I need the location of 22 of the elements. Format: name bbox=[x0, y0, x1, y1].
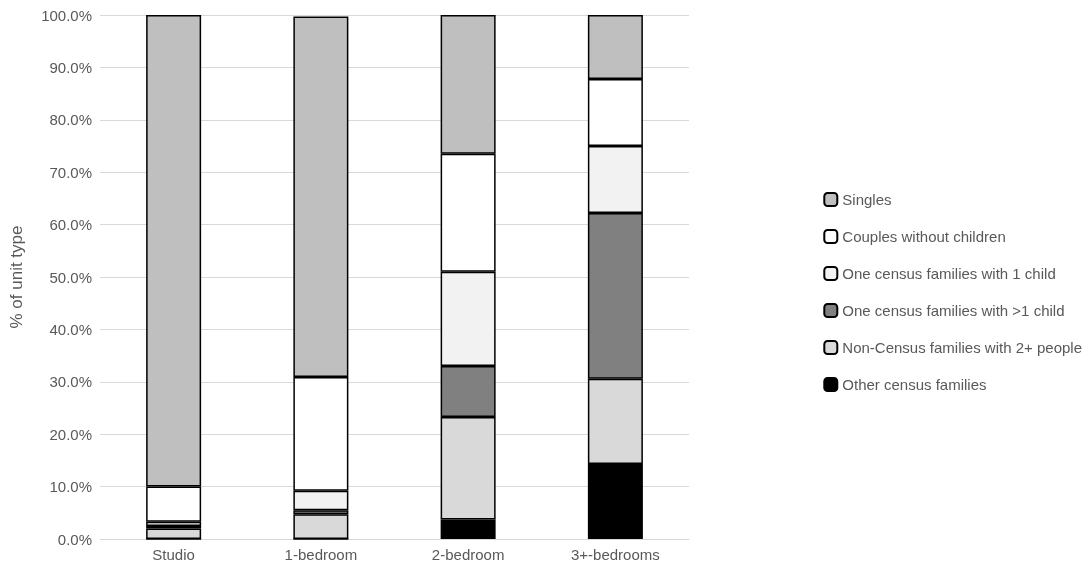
y-axis-title: % of unit type bbox=[7, 225, 26, 329]
legend-label: Singles bbox=[842, 191, 892, 208]
y-tick-label: 30.0% bbox=[49, 373, 92, 391]
y-tick-label: 10.0% bbox=[49, 478, 92, 496]
legend-label: One census families with 1 child bbox=[842, 265, 1056, 282]
y-tick-label: 100.0% bbox=[41, 6, 92, 24]
legend-label: One census families with >1 child bbox=[842, 302, 1065, 319]
y-tick-label: 0.0% bbox=[57, 530, 92, 548]
y-tick-label: 50.0% bbox=[49, 268, 92, 286]
x-tick-label: Studio bbox=[152, 546, 195, 563]
y-tick-label: 20.0% bbox=[49, 425, 92, 443]
y-tick-label: 90.0% bbox=[49, 58, 92, 76]
x-tick-label: 2-bedroom bbox=[431, 546, 505, 563]
legend-label: Non-Census families with 2+ people bbox=[842, 339, 1083, 356]
y-tick-label: 60.0% bbox=[49, 216, 92, 234]
legend-label: Other census families bbox=[842, 376, 987, 393]
legend-label: Couples without children bbox=[842, 228, 1006, 245]
y-tick-label: 70.0% bbox=[49, 163, 92, 181]
x-tick-label: 1-bedroom bbox=[284, 546, 358, 563]
y-tick-label: 40.0% bbox=[49, 320, 92, 338]
y-tick-label: 80.0% bbox=[49, 111, 92, 129]
x-tick-label: 3+-bedrooms bbox=[570, 546, 660, 563]
